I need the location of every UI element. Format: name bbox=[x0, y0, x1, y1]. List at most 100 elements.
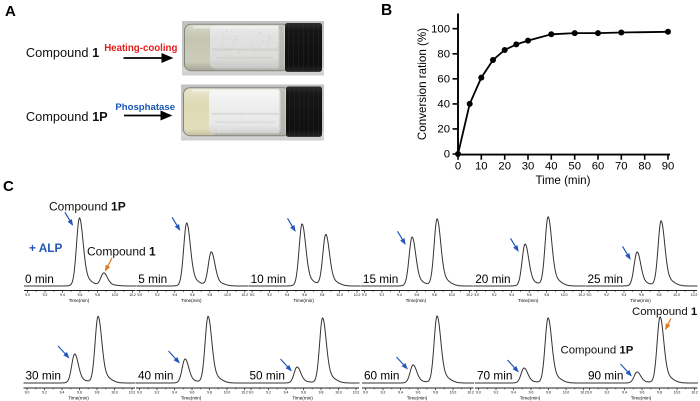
svg-text:10.0: 10.0 bbox=[224, 293, 231, 297]
svg-text:+ ALP: + ALP bbox=[29, 241, 62, 255]
svg-text:9.0: 9.0 bbox=[250, 293, 255, 297]
svg-text:Compound 1P: Compound 1P bbox=[26, 109, 108, 124]
svg-text:10.2: 10.2 bbox=[129, 390, 136, 394]
svg-text:10: 10 bbox=[475, 161, 488, 173]
svg-text:9.4: 9.4 bbox=[284, 390, 289, 394]
svg-text:9.0: 9.0 bbox=[474, 293, 479, 297]
svg-text:10.0: 10.0 bbox=[336, 293, 343, 297]
svg-text:9.6: 9.6 bbox=[416, 390, 421, 394]
svg-text:9.8: 9.8 bbox=[657, 293, 662, 297]
svg-text:10.0: 10.0 bbox=[450, 390, 457, 394]
svg-text:50: 50 bbox=[568, 161, 581, 173]
svg-text:9.8: 9.8 bbox=[95, 390, 100, 394]
svg-text:9.4: 9.4 bbox=[509, 293, 514, 297]
svg-text:20: 20 bbox=[498, 161, 511, 173]
svg-text:Time(min): Time(min) bbox=[520, 395, 541, 400]
svg-text:9.8: 9.8 bbox=[657, 390, 662, 394]
svg-text:Time(min): Time(min) bbox=[518, 298, 539, 303]
svg-text:15 min: 15 min bbox=[363, 272, 398, 286]
svg-text:10.2: 10.2 bbox=[578, 293, 585, 297]
svg-text:0 min: 0 min bbox=[25, 272, 54, 286]
svg-text:10.0: 10.0 bbox=[674, 390, 681, 394]
svg-text:9.2: 9.2 bbox=[267, 293, 272, 297]
svg-text:9.8: 9.8 bbox=[320, 293, 325, 297]
svg-text:Compound 1P: Compound 1P bbox=[561, 344, 634, 356]
svg-text:9.2: 9.2 bbox=[155, 293, 160, 297]
svg-text:9.0: 9.0 bbox=[137, 293, 142, 297]
svg-text:40: 40 bbox=[437, 99, 450, 111]
svg-text:Conversion ration (%): Conversion ration (%) bbox=[416, 28, 429, 140]
svg-text:5 min: 5 min bbox=[138, 272, 167, 286]
svg-text:9.2: 9.2 bbox=[381, 390, 386, 394]
svg-text:9.2: 9.2 bbox=[380, 293, 385, 297]
svg-text:30 min: 30 min bbox=[26, 368, 61, 382]
svg-text:9.8: 9.8 bbox=[432, 293, 437, 297]
svg-text:20: 20 bbox=[437, 124, 450, 136]
svg-text:10.2: 10.2 bbox=[129, 293, 136, 297]
svg-text:60 min: 60 min bbox=[364, 368, 399, 382]
svg-text:Compound 1: Compound 1 bbox=[26, 45, 99, 60]
svg-text:9.0: 9.0 bbox=[25, 390, 30, 394]
svg-text:Time(min): Time(min) bbox=[631, 395, 652, 400]
svg-text:9.6: 9.6 bbox=[190, 390, 195, 394]
svg-text:10.2: 10.2 bbox=[354, 293, 361, 297]
svg-text:9.2: 9.2 bbox=[494, 390, 499, 394]
svg-text:Phosphatase: Phosphatase bbox=[115, 102, 175, 113]
svg-text:0: 0 bbox=[444, 149, 450, 161]
svg-text:10.0: 10.0 bbox=[335, 390, 342, 394]
svg-text:Time(min): Time(min) bbox=[292, 395, 313, 400]
svg-text:9.0: 9.0 bbox=[587, 390, 592, 394]
svg-text:9.8: 9.8 bbox=[95, 293, 100, 297]
svg-text:B: B bbox=[381, 2, 392, 19]
svg-text:10.2: 10.2 bbox=[241, 293, 248, 297]
svg-text:10.0: 10.0 bbox=[449, 293, 456, 297]
svg-text:9.4: 9.4 bbox=[60, 390, 65, 394]
svg-text:Compound 1: Compound 1 bbox=[632, 306, 698, 318]
svg-text:10.2: 10.2 bbox=[691, 390, 698, 394]
svg-text:10.2: 10.2 bbox=[691, 293, 698, 297]
svg-text:9.2: 9.2 bbox=[42, 390, 47, 394]
svg-text:9.8: 9.8 bbox=[207, 390, 212, 394]
svg-text:9.4: 9.4 bbox=[285, 293, 290, 297]
svg-text:9.0: 9.0 bbox=[363, 390, 368, 394]
svg-text:70: 70 bbox=[615, 161, 628, 173]
svg-text:10.2: 10.2 bbox=[353, 390, 360, 394]
svg-text:Time(min): Time(min) bbox=[293, 298, 314, 303]
svg-text:80: 80 bbox=[437, 48, 450, 60]
svg-text:10.2: 10.2 bbox=[466, 293, 473, 297]
svg-text:10.2: 10.2 bbox=[241, 390, 248, 394]
svg-text:10.0: 10.0 bbox=[224, 390, 231, 394]
svg-text:90 min: 90 min bbox=[588, 368, 623, 382]
svg-text:10.0: 10.0 bbox=[561, 293, 568, 297]
svg-text:9.6: 9.6 bbox=[415, 293, 420, 297]
svg-text:9.8: 9.8 bbox=[433, 390, 438, 394]
svg-text:9.8: 9.8 bbox=[207, 293, 212, 297]
svg-text:70 min: 70 min bbox=[477, 368, 512, 382]
svg-text:9.4: 9.4 bbox=[622, 293, 627, 297]
svg-text:Compound 1: Compound 1 bbox=[87, 244, 156, 258]
svg-text:60: 60 bbox=[437, 73, 450, 85]
svg-text:10.0: 10.0 bbox=[563, 390, 570, 394]
svg-text:9.0: 9.0 bbox=[362, 293, 367, 297]
svg-text:Time(min): Time(min) bbox=[407, 395, 428, 400]
svg-text:50 min: 50 min bbox=[250, 368, 285, 382]
svg-text:9.2: 9.2 bbox=[492, 293, 497, 297]
svg-text:C: C bbox=[3, 178, 14, 195]
svg-text:9.6: 9.6 bbox=[527, 293, 532, 297]
svg-text:9.2: 9.2 bbox=[605, 390, 610, 394]
svg-text:Time(min): Time(min) bbox=[68, 395, 89, 400]
svg-text:9.2: 9.2 bbox=[155, 390, 160, 394]
svg-text:9.8: 9.8 bbox=[544, 293, 549, 297]
svg-text:9.2: 9.2 bbox=[604, 293, 609, 297]
svg-text:9.6: 9.6 bbox=[78, 293, 83, 297]
svg-text:A: A bbox=[5, 3, 16, 20]
svg-text:10.0: 10.0 bbox=[673, 293, 680, 297]
svg-text:9.8: 9.8 bbox=[319, 390, 324, 394]
svg-text:9.4: 9.4 bbox=[172, 293, 177, 297]
svg-text:9.4: 9.4 bbox=[397, 293, 402, 297]
svg-text:9.0: 9.0 bbox=[476, 390, 481, 394]
svg-text:40: 40 bbox=[545, 161, 558, 173]
svg-text:Time(min): Time(min) bbox=[181, 395, 202, 400]
svg-text:10.0: 10.0 bbox=[112, 293, 119, 297]
svg-text:80: 80 bbox=[638, 161, 651, 173]
